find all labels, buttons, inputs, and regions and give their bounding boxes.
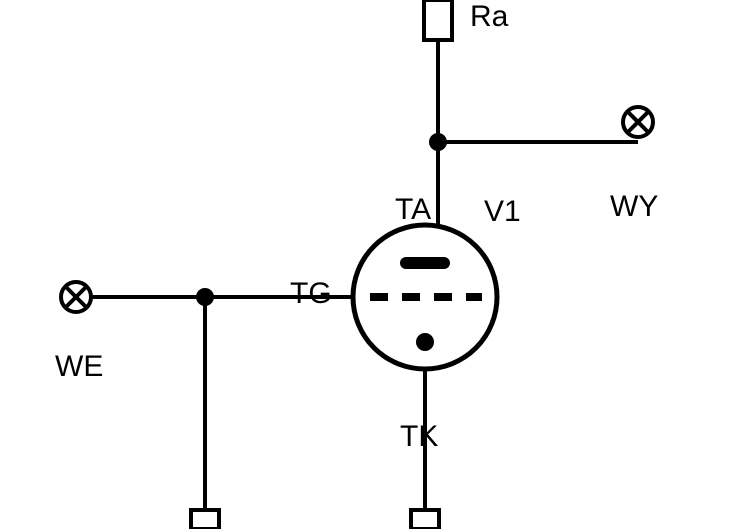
label-V1: V1	[484, 195, 521, 229]
label-WE: WE	[55, 350, 103, 384]
schematic-svg	[0, 0, 740, 529]
label-Ra: Ra	[470, 0, 508, 34]
schematic-canvas: Ra V1 TA TG TK WE WY	[0, 0, 740, 529]
label-TG: TG	[290, 277, 332, 311]
label-WY: WY	[610, 190, 658, 224]
label-TK: TK	[400, 420, 438, 454]
label-TA: TA	[395, 193, 431, 227]
